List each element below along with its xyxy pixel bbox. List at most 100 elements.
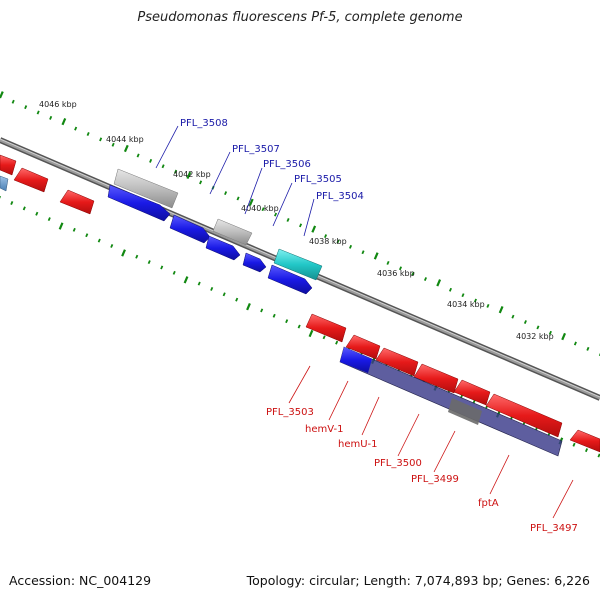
ruler-minor-tick [260,308,264,313]
feature-pfl-3503[interactable] [305,313,347,343]
accession-text: Accession: NC_004129 [9,573,152,588]
ruler-minor-tick [149,158,153,163]
gene-label-pfl-3503[interactable]: PFL_3503 [266,407,314,418]
feature-hemu-1[interactable] [375,347,419,377]
feature-left-red-1[interactable] [13,167,49,193]
ruler-minor-tick [161,164,165,169]
ruler-minor-tick [386,260,390,265]
ruler-minor-tick [172,270,176,275]
ruler-minor-tick [523,320,527,324]
ruler-minor-tick [174,169,178,174]
feature-overlay-grey-segment[interactable] [448,398,482,425]
ruler-minor-tick [324,234,328,239]
ruler-label: 4032 kbp [516,332,554,341]
gene-label-pfl-3505[interactable]: PFL_3505 [294,174,342,185]
ruler-minor-tick [536,325,540,330]
feature-pfl-3500[interactable] [413,363,459,394]
ruler-label: 4036 kbp [377,269,415,278]
ruler-minor-tick [411,271,415,276]
feature-pfl-3508-cds[interactable] [107,184,171,222]
ruler-minor-tick [461,293,465,298]
reverse-strand-features [0,154,600,457]
ruler-label: 4040 kbp [241,204,279,213]
ruler-minor-tick [398,266,403,271]
gene-label-fpta[interactable]: fptA [478,498,499,509]
feature-pfl-3499[interactable] [453,379,491,406]
ruler-minor-tick [99,137,103,142]
ruler-minor-tick [72,227,76,232]
ruler-major-tick [373,252,379,260]
ruler-label: 4044 kbp [106,135,144,144]
ruler-minor-tick [511,314,515,319]
feature-fpta[interactable] [485,393,563,438]
feature-pfl-3506[interactable] [205,235,241,261]
feature-pfl-3507[interactable] [169,214,211,244]
ruler-minor-tick [335,340,339,345]
ruler-minor-tick [448,287,452,292]
ruler-minor-tick [423,277,428,282]
gene-label-pfl-3500[interactable]: PFL_3500 [374,458,422,469]
ruler-minor-tick [35,211,39,216]
ruler-minor-tick [111,142,115,147]
outer-ruler-track [0,91,600,356]
ruler-label: 4038 kbp [309,237,347,246]
ruler-major-tick [121,249,126,257]
ruler-minor-tick [24,105,28,110]
ruler-minor-tick [147,260,151,265]
feature-pfl-3508[interactable] [113,168,179,209]
ruler-minor-tick [274,212,278,217]
gene-label-pfl-3504[interactable]: PFL_3504 [316,191,364,202]
gene-label-pfl-3506[interactable]: PFL_3506 [263,159,311,170]
gene-label-hemu-1[interactable]: hemU-1 [338,439,378,450]
ruler-minor-tick [10,201,14,205]
ruler-minor-tick [97,238,101,243]
feature-pfl-3505[interactable] [242,252,267,273]
ruler-minor-tick [286,217,290,222]
feature-pfl-3497[interactable] [569,429,600,453]
ruler-major-tick [61,117,67,126]
ruler-minor-tick [486,303,490,308]
ruler-minor-tick [336,239,340,244]
ruler-minor-tick [136,153,140,158]
feature-left-red-2[interactable] [59,189,95,215]
ruler-minor-tick [224,191,228,196]
ruler-minor-tick [573,341,577,346]
gene-label-pfl-3507[interactable]: PFL_3507 [232,144,280,155]
gene-label-hemv-1[interactable]: hemV-1 [305,424,343,435]
ruler-minor-tick [236,196,240,201]
ruler-minor-tick [11,99,15,104]
feature-pfl-3504-cyan[interactable] [273,248,323,281]
feature-overlay-blue-segment[interactable] [340,347,372,373]
ruler-minor-tick [85,233,89,238]
feature-pfl-3506-grey[interactable] [212,218,253,246]
ruler-minor-tick [74,126,78,131]
ruler-label: 4046 kbp [39,100,77,109]
gene-label-pfl-3499[interactable]: PFL_3499 [411,474,459,485]
feature-partial-left-red[interactable] [0,154,17,176]
topology-text: Topology: circular; Length: 7,074,893 bp… [246,573,590,588]
ruler-minor-tick [86,132,90,136]
ruler-major-tick [498,306,504,314]
ruler-minor-tick [299,223,303,228]
feature-partial-left[interactable] [0,175,9,192]
ruler-minor-tick [197,281,201,286]
feature-hemv-1[interactable] [345,334,381,360]
ruler-minor-tick [361,250,365,255]
forward-strand-features [0,168,323,295]
ruler-minor-tick [585,448,589,453]
gene-label-pfl-3497[interactable]: PFL_3497 [530,523,578,534]
ruler-minor-tick [49,115,53,120]
ruler-major-tick [248,198,254,206]
ruler-minor-tick [272,313,276,318]
ruler-major-tick [246,303,251,311]
ruler-major-tick [58,222,64,230]
ruler-minor-tick [597,453,600,458]
ruler-minor-tick [261,207,265,212]
feature-pfl-3504[interactable] [267,264,313,295]
ruler-minor-tick [199,180,203,185]
gene-label-pfl-3508[interactable]: PFL_3508 [180,118,228,129]
ruler-minor-tick [572,442,576,447]
ruler-major-tick [0,91,4,99]
